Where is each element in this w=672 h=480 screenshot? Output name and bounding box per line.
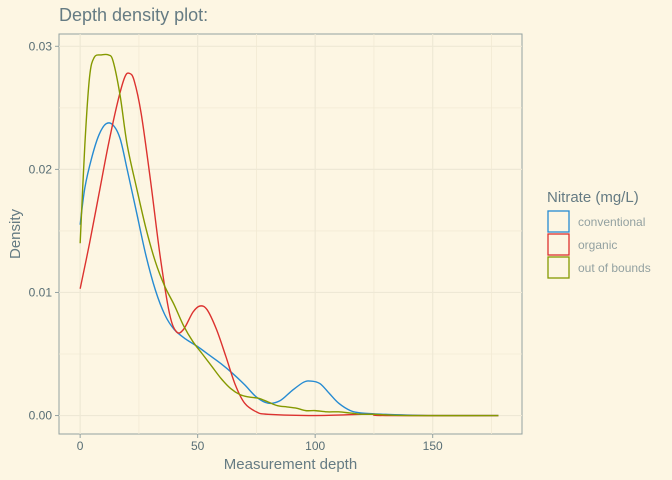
x-tick-label: 100 xyxy=(305,439,325,453)
chart-title: Depth density plot: xyxy=(59,5,208,25)
x-tick-label: 150 xyxy=(423,439,443,453)
series-line-organic xyxy=(79,72,499,417)
series-line-out-of-bounds xyxy=(79,53,499,417)
y-tick-label: 0.03 xyxy=(29,39,53,53)
axes: 0 50 100 150 0.00 0.01 0.02 0.03 xyxy=(29,39,443,453)
legend-key-organic xyxy=(547,233,570,256)
plot-panel-border xyxy=(58,33,523,435)
legend-key-conventional xyxy=(547,210,570,233)
x-axis-title: Measurement depth xyxy=(224,456,357,473)
y-axis-title: Density xyxy=(7,208,24,259)
series-line-conventional xyxy=(79,122,499,417)
series-layer xyxy=(79,53,499,417)
legend-label: organic xyxy=(578,238,617,252)
y-tick-label: 0.01 xyxy=(29,285,53,299)
x-tick-label: 0 xyxy=(77,439,84,453)
legend-label: conventional xyxy=(578,215,645,229)
y-tick-label: 0.02 xyxy=(29,162,53,176)
legend: Nitrate (mg/L) conventional organic out of… xyxy=(547,189,651,279)
legend-key-out-of-bounds xyxy=(547,256,570,279)
grid-lines xyxy=(59,34,522,434)
legend-label: out of bounds xyxy=(578,261,651,275)
legend-title: Nitrate (mg/L) xyxy=(547,189,639,206)
y-tick-label: 0.00 xyxy=(29,409,53,423)
x-tick-label: 50 xyxy=(191,439,205,453)
